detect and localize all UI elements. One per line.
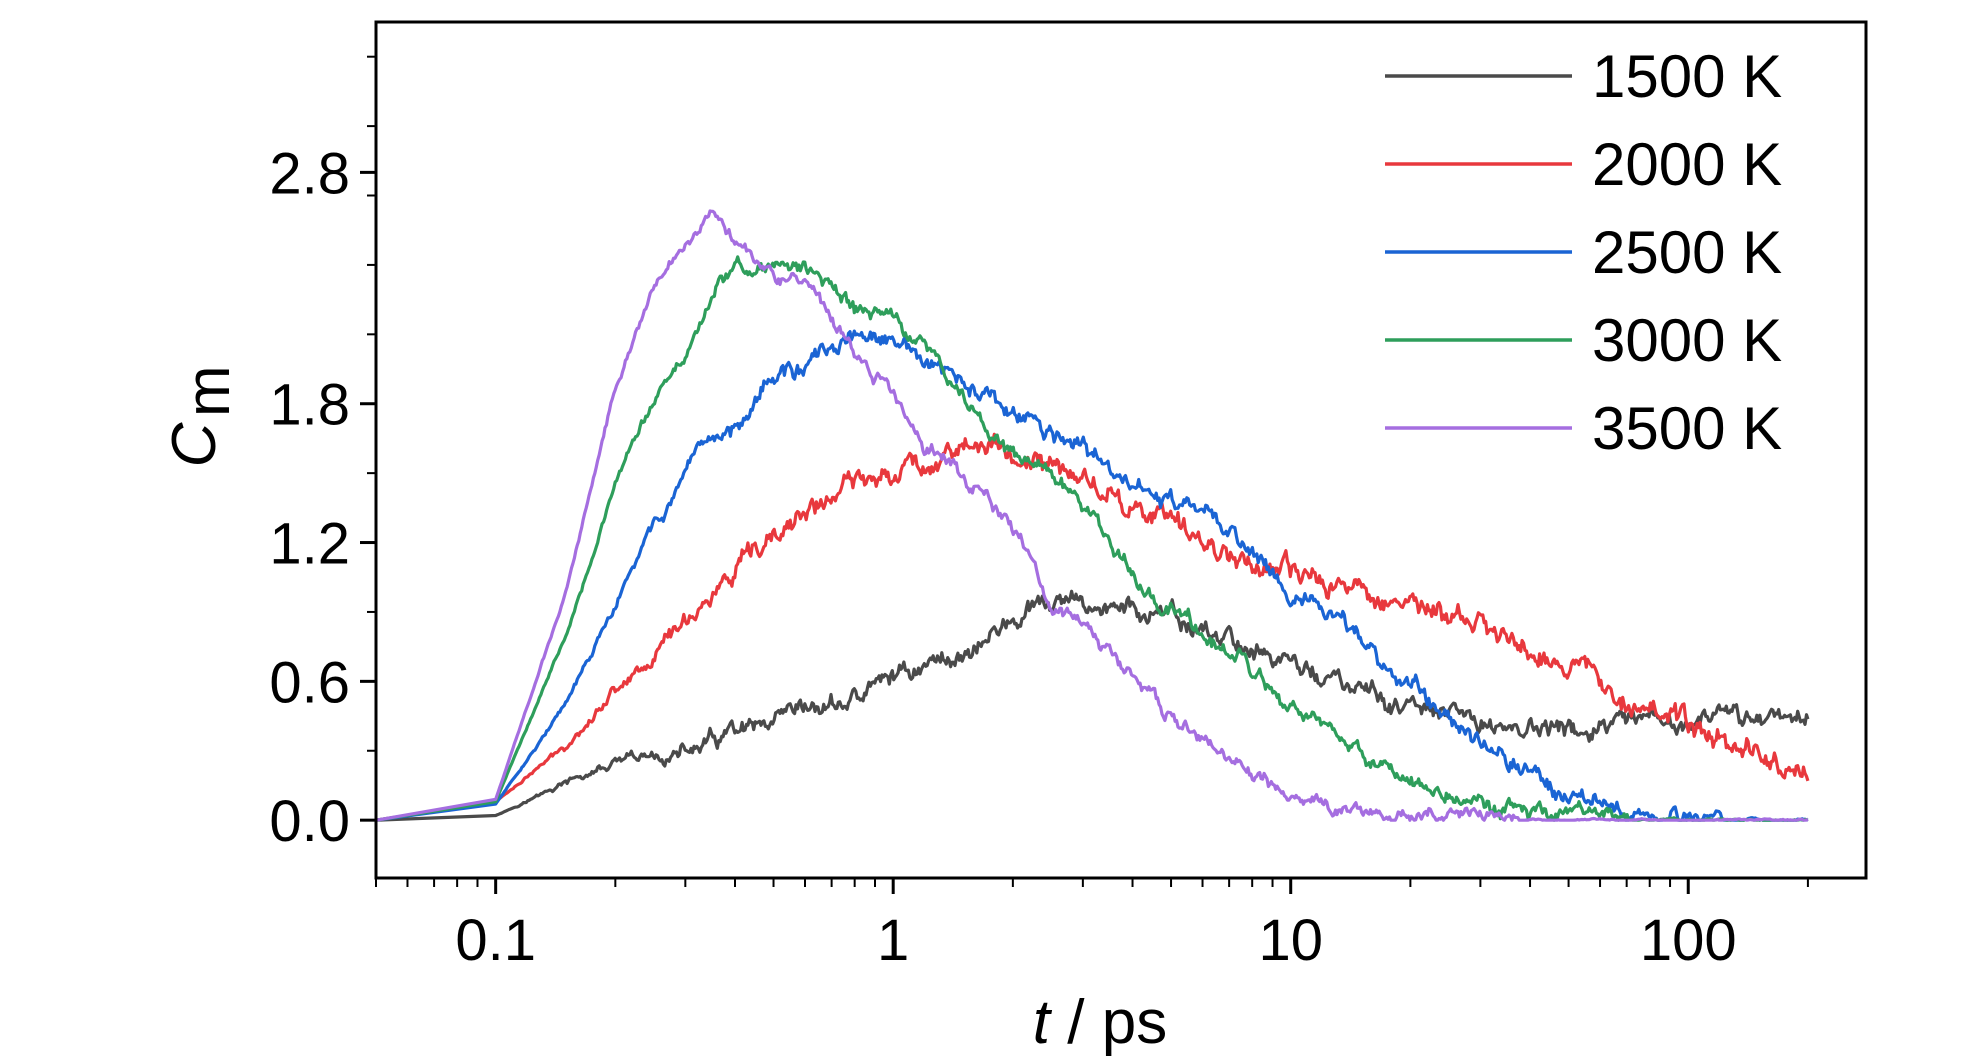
x-axis-title-italic: t (1033, 988, 1053, 1057)
series-line-3000-k (375, 255, 1809, 822)
y-axis-title-subscript: m (174, 365, 243, 417)
series-line-2000-k (375, 432, 1810, 822)
y-tick-label: 1.2 (269, 512, 350, 577)
y-tick-label: 1.8 (269, 373, 350, 438)
y-axis-ticks: 0.0 0.6 1.2 1.8 2.8 (269, 55, 376, 854)
x-axis-ticks: 0.1 1 10 100 (375, 878, 1809, 973)
legend-label: 2000 K (1592, 131, 1782, 198)
y-tick-label: 0.0 (269, 789, 350, 854)
x-tick-label: 10 (1258, 908, 1323, 973)
series-line-1500-k (375, 589, 1810, 822)
series-line-2500-k (375, 329, 1809, 822)
x-tick-label: 1 (877, 908, 909, 973)
legend-label: 3000 K (1592, 307, 1782, 374)
y-tick-label: 2.8 (269, 141, 350, 206)
plot-frame (374, 20, 1868, 880)
y-axis-title-main: C (160, 421, 229, 467)
legend-label: 1500 K (1592, 43, 1782, 110)
legend-label: 2500 K (1592, 219, 1782, 286)
x-tick-label: 100 (1640, 908, 1737, 973)
x-axis-title-rest: / ps (1050, 988, 1167, 1057)
series-line-3500-k (375, 209, 1809, 822)
x-tick-label: 0.1 (455, 908, 536, 973)
legend: 1500 K 2000 K 2500 K 3000 K 3500 K (1385, 43, 1782, 462)
y-tick-label: 0.6 (269, 650, 350, 715)
legend-label: 3500 K (1592, 395, 1782, 462)
y-axis-title: C m (160, 365, 243, 467)
series-lines (375, 209, 1810, 822)
x-axis-title: t / ps (1033, 988, 1167, 1057)
